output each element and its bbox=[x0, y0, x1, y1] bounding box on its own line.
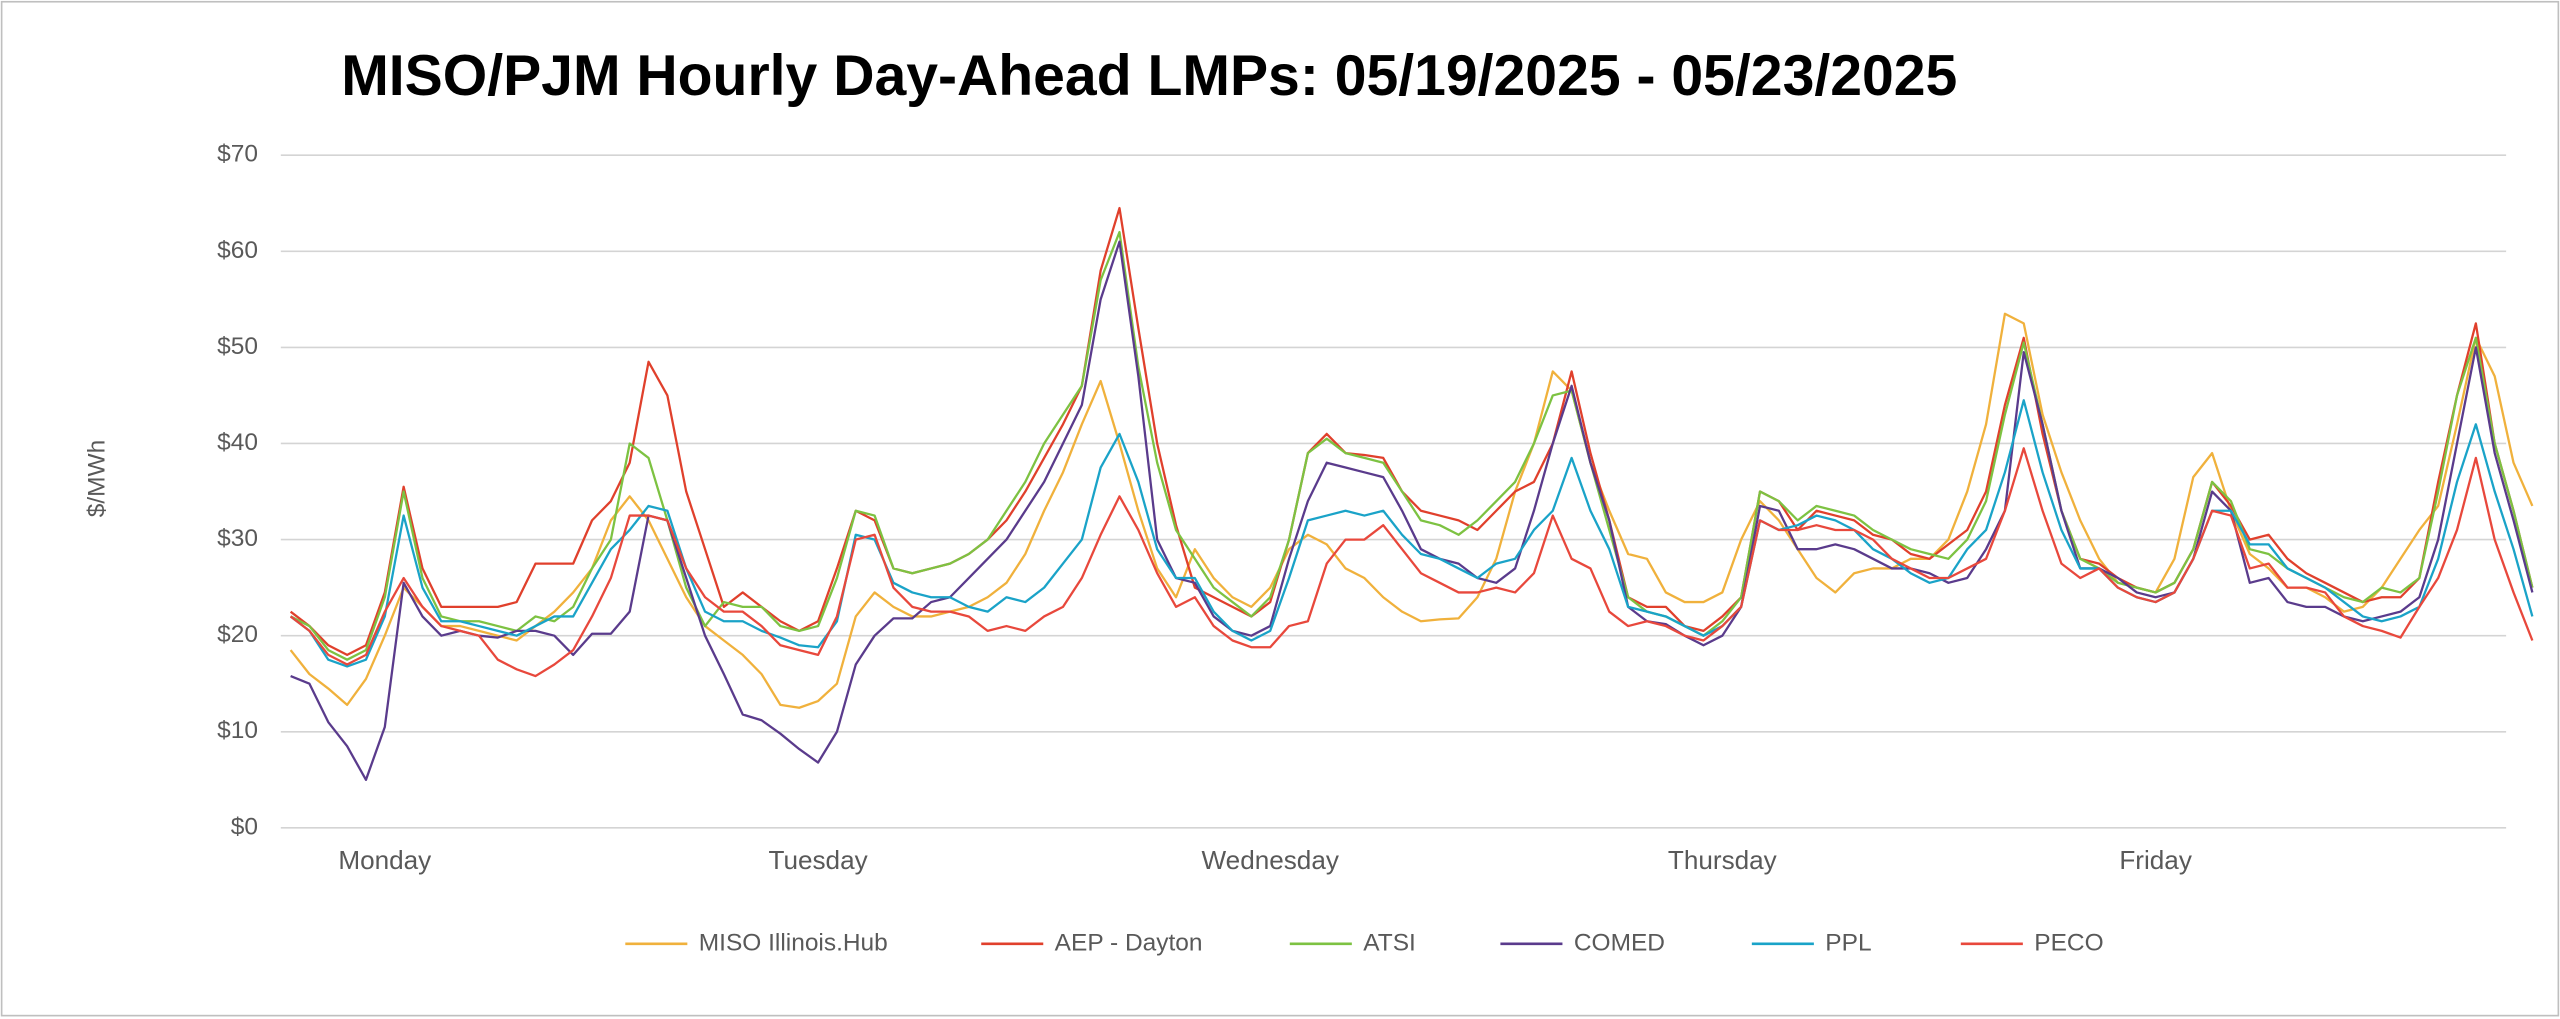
y-tick-label: $30 bbox=[217, 525, 258, 552]
x-tick-label: Tuesday bbox=[768, 845, 867, 875]
series-line bbox=[289, 312, 2534, 709]
y-tick-label: $0 bbox=[231, 813, 258, 840]
legend-label: PECO bbox=[2034, 929, 2103, 956]
x-tick-label: Monday bbox=[338, 845, 431, 875]
legend-label: AEP - Dayton bbox=[1055, 929, 1203, 956]
legend-label: MISO Illinois.Hub bbox=[699, 929, 888, 956]
y-tick-label: $20 bbox=[217, 621, 258, 648]
y-axis-label: $/MWh bbox=[83, 440, 110, 518]
chart-title: MISO/PJM Hourly Day-Ahead LMPs: 05/19/20… bbox=[341, 44, 1957, 108]
y-tick-label: $60 bbox=[217, 237, 258, 264]
legend-label: PPL bbox=[1825, 929, 1871, 956]
legend-label: COMED bbox=[1574, 929, 1665, 956]
x-tick-label: Thursday bbox=[1668, 845, 1777, 875]
y-tick-label: $10 bbox=[217, 717, 258, 744]
y-tick-label: $70 bbox=[217, 141, 258, 168]
x-tick-label: Wednesday bbox=[1202, 845, 1339, 875]
series-line bbox=[289, 447, 2534, 678]
x-tick-label: Friday bbox=[2119, 845, 2192, 875]
y-tick-label: $50 bbox=[217, 333, 258, 360]
legend-label: ATSI bbox=[1363, 929, 1416, 956]
y-tick-label: $40 bbox=[217, 429, 258, 456]
